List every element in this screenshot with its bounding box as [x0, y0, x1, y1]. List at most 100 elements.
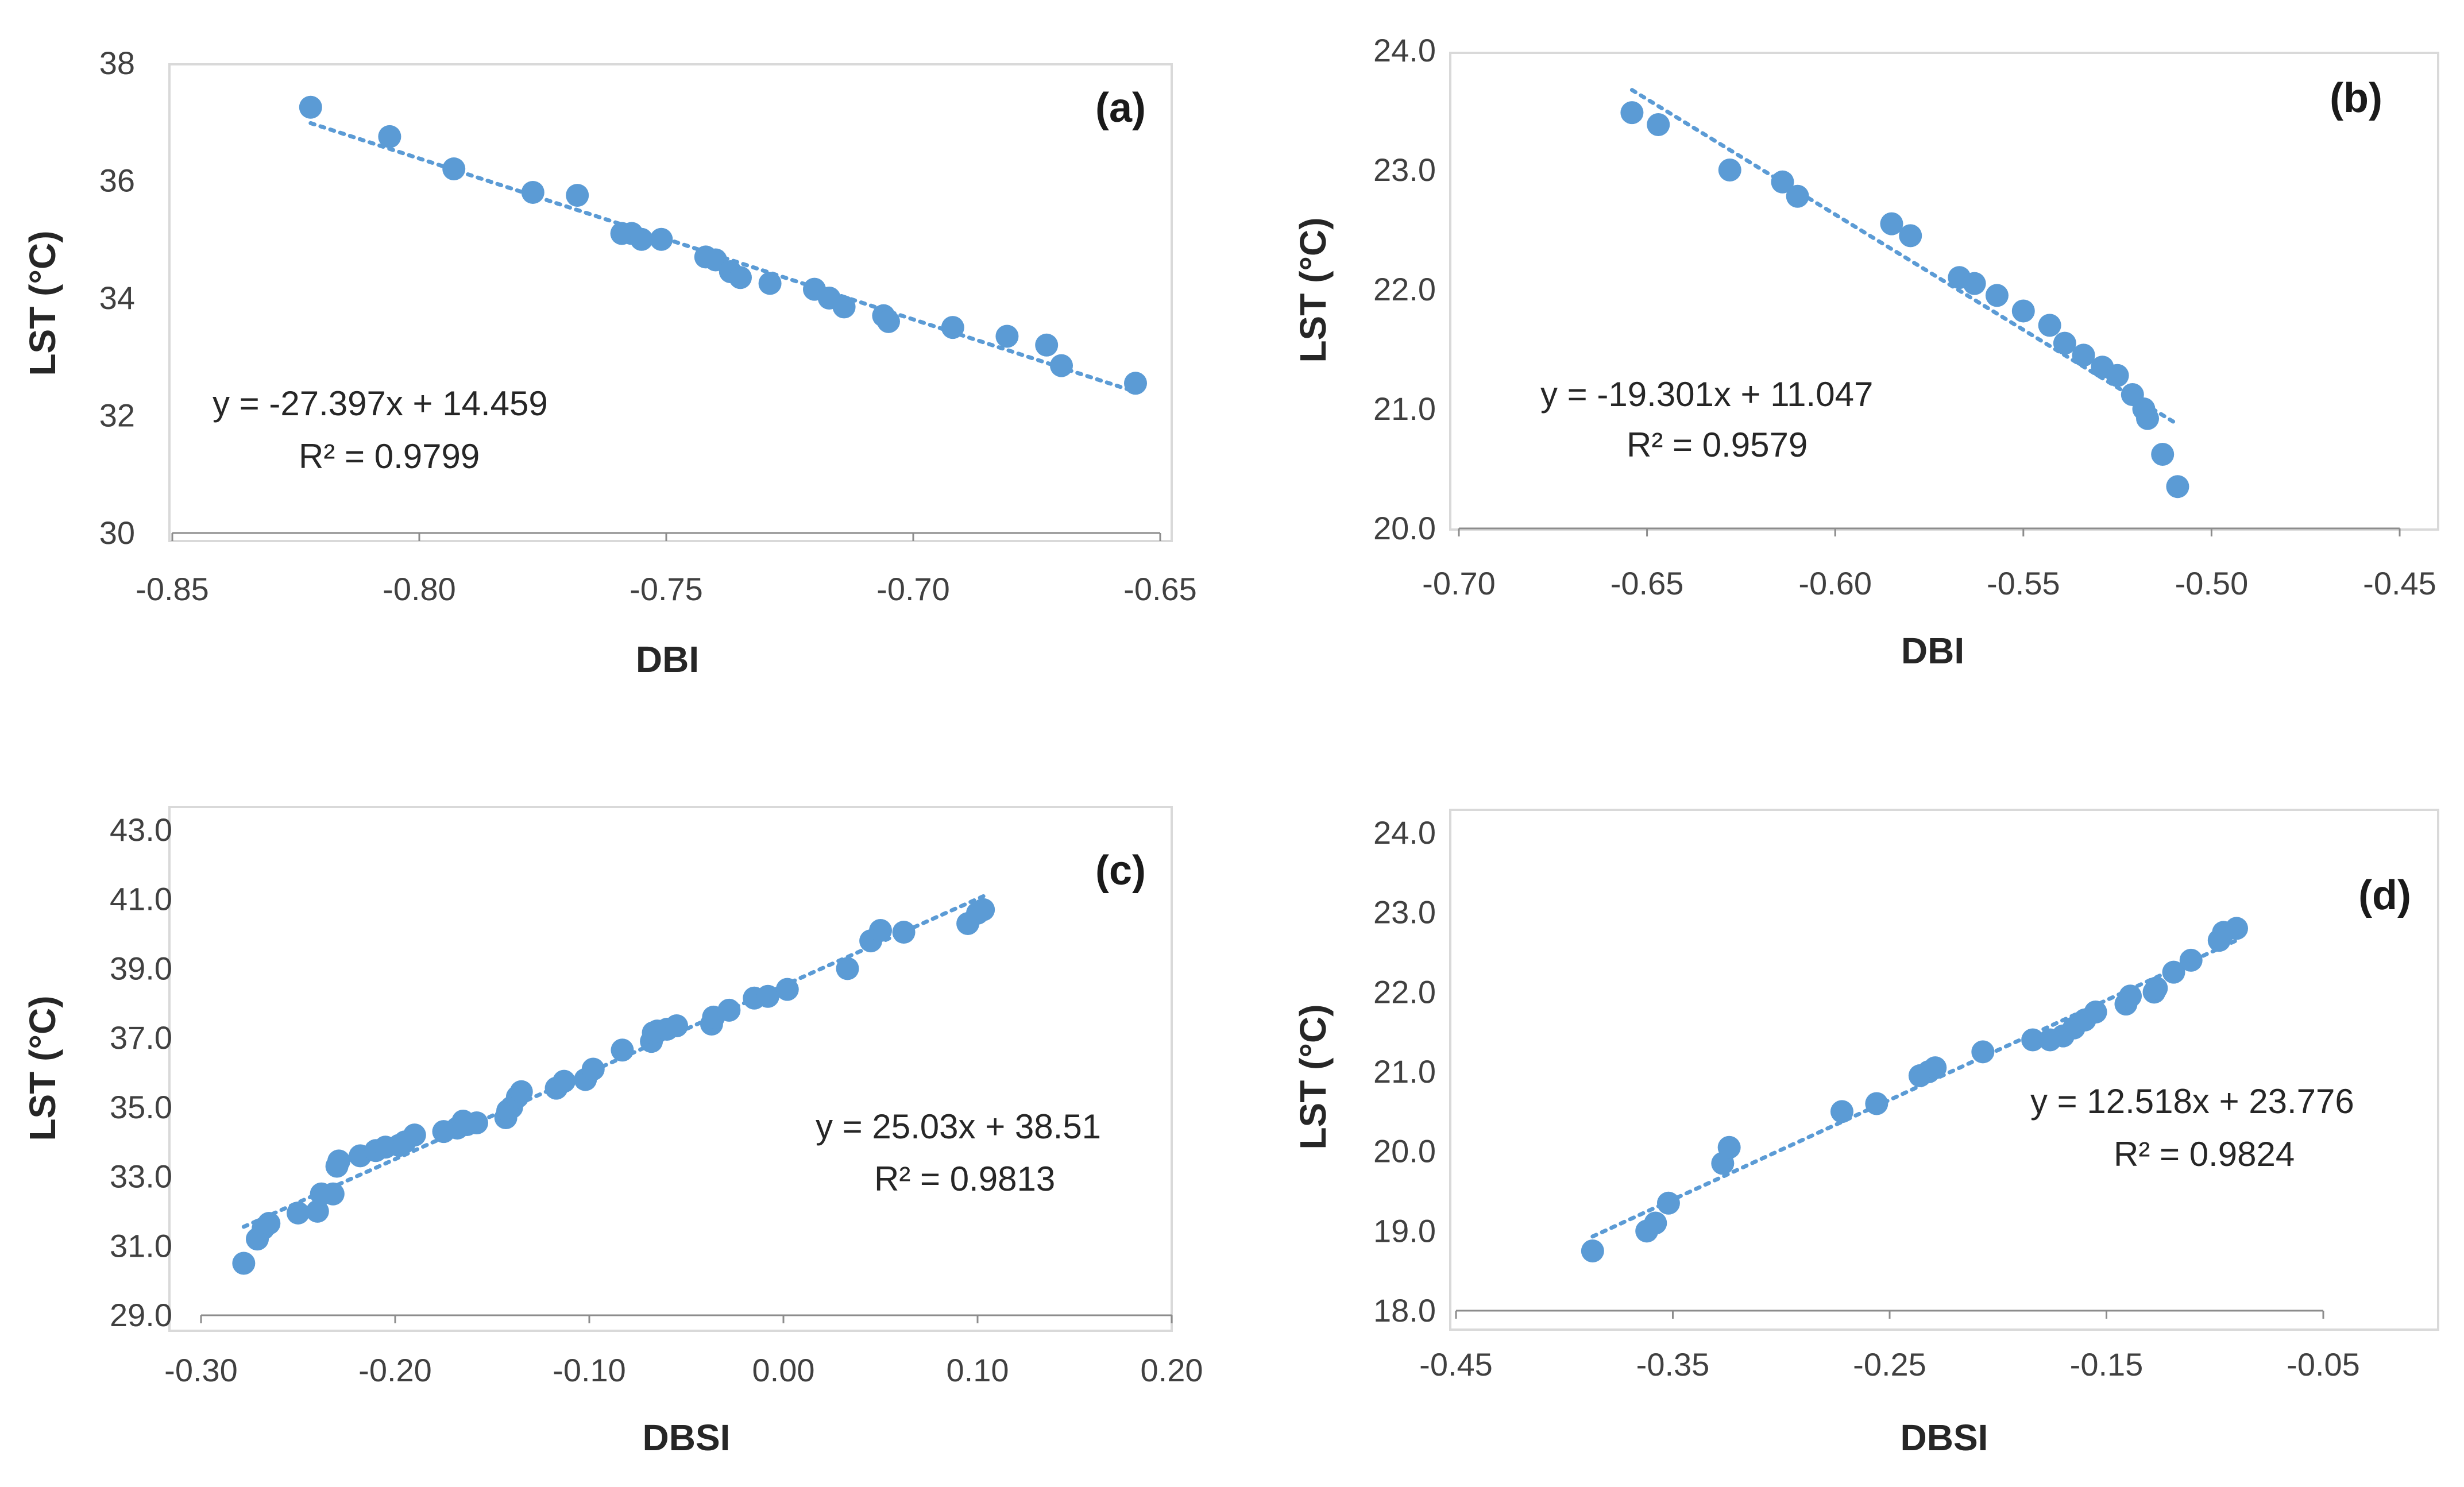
- y-tick-label: 22.0: [1373, 271, 1436, 307]
- data-point: [378, 125, 401, 148]
- r-squared-label: R² = 0.9579: [1627, 426, 1808, 464]
- x-tick-label: -0.05: [2287, 1346, 2360, 1382]
- panel-label: (c): [1095, 848, 1146, 894]
- r-squared-label: R² = 0.9824: [2114, 1135, 2295, 1173]
- data-point: [257, 1212, 281, 1235]
- y-tick-label: 23.0: [1373, 152, 1436, 188]
- y-tick-label: 21.0: [1373, 1053, 1436, 1090]
- data-point: [287, 1201, 310, 1225]
- trend-equation: y = 25.03x + 38.51: [816, 1107, 1101, 1146]
- data-point: [2162, 960, 2185, 984]
- data-point: [775, 978, 799, 1001]
- data-point: [2053, 331, 2076, 355]
- y-tick-label: 34: [99, 280, 135, 316]
- panel-frame: [168, 806, 1173, 1332]
- r-squared-label: R² = 0.9799: [299, 437, 480, 476]
- trendline-layer: [241, 894, 986, 1229]
- data-point: [1035, 333, 1059, 357]
- data-point: [327, 1149, 350, 1173]
- x-tick-label: 0.10: [947, 1352, 1009, 1388]
- data-point: [2084, 1001, 2107, 1023]
- x-tick-label: -0.45: [2363, 565, 2436, 601]
- data-point: [650, 227, 673, 251]
- x-tick-label: -0.70: [1422, 565, 1496, 601]
- data-point: [2021, 1028, 2045, 1052]
- x-axis-title: DBI: [1901, 630, 1964, 671]
- y-tick-label: 36: [99, 163, 135, 199]
- data-point: [2179, 948, 2203, 972]
- x-tick-label: -0.30: [164, 1352, 238, 1388]
- data-point: [2038, 314, 2061, 337]
- data-point: [832, 295, 856, 319]
- trend-equation: y = -27.397x + 14.459: [213, 384, 548, 423]
- data-point: [299, 95, 322, 119]
- data-point: [995, 325, 1019, 348]
- data-point: [1830, 1100, 1853, 1123]
- y-tick-label: 32: [99, 397, 135, 434]
- data-point: [2119, 984, 2142, 1008]
- data-point: [630, 227, 653, 251]
- y-axis-title: LST (°C): [22, 995, 63, 1141]
- points-layer: [1620, 101, 2189, 499]
- data-point: [1050, 354, 1073, 377]
- x-tick-group: -0.45 -0.35 -0.25 -0.15 -0.05: [1419, 1311, 2360, 1382]
- data-point: [877, 310, 900, 333]
- data-point: [1656, 1191, 1680, 1215]
- data-point: [2151, 443, 2175, 466]
- x-axis-title: DBSI: [1901, 1417, 1988, 1458]
- x-tick-label: -0.65: [1611, 565, 1684, 601]
- x-tick-label: -0.65: [1123, 571, 1197, 607]
- chart-panel-a: 30 32 34 36 38 -0.85 -0.80 -0.75 -0.70 -0.65 (a)…: [22, 45, 1197, 680]
- points-layer: [232, 898, 995, 1275]
- x-tick-label: -0.45: [1419, 1346, 1493, 1382]
- data-point: [717, 998, 741, 1022]
- y-tick-label: 29.0: [110, 1297, 172, 1333]
- panel-frame: [168, 63, 1173, 542]
- data-point: [1924, 1056, 1947, 1080]
- data-point: [2011, 299, 2035, 323]
- y-tick-label: 38: [99, 45, 135, 81]
- y-tick-group: 18.0 19.0 20.0 21.0 22.0 23.0 24.0: [1373, 814, 1436, 1328]
- data-point: [1880, 212, 1903, 235]
- data-point: [581, 1057, 605, 1081]
- panel-label: (b): [2330, 75, 2382, 121]
- y-axis-title: LST (°C): [1292, 217, 1334, 362]
- data-point: [758, 272, 782, 295]
- trend-equation: y = -19.301x + 11.047: [1540, 375, 1873, 414]
- data-point: [521, 180, 544, 204]
- y-tick-label: 39.0: [110, 950, 172, 986]
- data-point: [1581, 1239, 1604, 1262]
- data-point: [1963, 272, 1986, 295]
- y-tick-label: 23.0: [1373, 894, 1436, 930]
- y-tick-label: 19.0: [1373, 1212, 1436, 1249]
- data-point: [1899, 224, 1922, 248]
- x-tick-label: -0.70: [876, 571, 950, 607]
- points-layer: [1581, 917, 2248, 1262]
- x-tick-label: -0.85: [136, 571, 209, 607]
- x-tick-label: -0.25: [1853, 1346, 1926, 1382]
- panel-frame: [1449, 52, 2439, 531]
- data-point: [403, 1123, 426, 1147]
- data-point: [1985, 284, 2009, 307]
- x-tick-label: -0.15: [2070, 1346, 2144, 1382]
- chart-panel-c: 29.031.033.035.037.039.041.043.0 -0.30 -0…: [22, 806, 1203, 1458]
- trendline: [1629, 88, 2180, 427]
- points-layer: [299, 95, 1147, 395]
- data-point: [465, 1111, 488, 1135]
- data-point: [756, 984, 779, 1008]
- y-tick-group: 29.0 31.0 33.0 35.0 37.0 39.0 41.0 43.0: [110, 812, 172, 1333]
- data-point: [2106, 364, 2129, 387]
- y-tick-label: 18.0: [1373, 1292, 1436, 1328]
- x-tick-label: 0.00: [752, 1352, 815, 1388]
- data-point: [2166, 475, 2189, 499]
- data-point: [2136, 407, 2160, 430]
- y-tick-label: 24.0: [1373, 814, 1436, 851]
- x-tick-label: -0.50: [2175, 565, 2249, 601]
- data-point: [232, 1252, 256, 1275]
- x-tick-label: -0.60: [1798, 565, 1872, 601]
- data-point: [1771, 170, 1794, 194]
- y-tick-label: 43.0: [110, 812, 172, 848]
- data-point: [869, 919, 892, 943]
- x-tick-label: 0.20: [1141, 1352, 1203, 1388]
